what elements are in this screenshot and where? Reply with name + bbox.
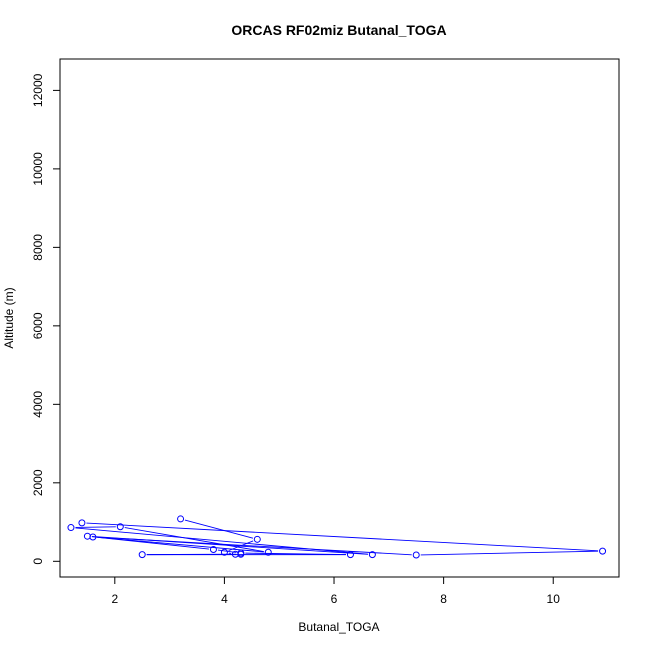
data-point xyxy=(237,549,245,557)
series-segment xyxy=(86,522,599,552)
data-point xyxy=(116,523,124,531)
series-segment xyxy=(245,552,346,556)
series-segment xyxy=(75,526,116,528)
x-tick-label: 8 xyxy=(440,592,447,606)
x-axis-label: Butanal_TOGA xyxy=(298,620,379,634)
x-tick-label: 10 xyxy=(547,592,561,606)
data-point xyxy=(67,524,75,532)
y-tick-label: 0 xyxy=(31,558,45,565)
y-tick-label: 6000 xyxy=(31,312,45,339)
y-tick-label: 12000 xyxy=(31,73,45,107)
plot-frame xyxy=(59,58,620,578)
x-tick-label: 6 xyxy=(331,592,338,606)
x-tick-label: 2 xyxy=(111,592,118,606)
y-tick-label: 10000 xyxy=(31,152,45,186)
data-point xyxy=(412,551,420,559)
data-point xyxy=(346,551,354,559)
data-point xyxy=(138,551,146,559)
data-point xyxy=(220,548,228,556)
series-segment xyxy=(420,550,599,556)
series-segment xyxy=(184,519,254,539)
chart-title: ORCAS RF02miz Butanal_TOGA xyxy=(231,22,446,38)
series-segment xyxy=(97,536,264,553)
x-tick-label: 4 xyxy=(221,592,228,606)
y-tick-label: 4000 xyxy=(31,391,45,418)
series-segment xyxy=(97,536,412,556)
data-point xyxy=(78,519,86,527)
data-point xyxy=(599,547,607,555)
y-tick-label: 2000 xyxy=(31,469,45,496)
data-point xyxy=(89,533,97,541)
y-axis-label: Altitude (m) xyxy=(2,287,16,348)
y-axis: 0 2000 4000 6000 8000 10000 12000 xyxy=(31,73,61,565)
series-segment xyxy=(124,527,264,552)
data-point xyxy=(177,515,185,523)
x-axis: 2 4 6 8 10 xyxy=(111,576,561,606)
data-point xyxy=(209,546,217,554)
series-layer xyxy=(67,515,607,559)
y-tick-label: 8000 xyxy=(31,234,45,261)
data-point xyxy=(253,535,261,543)
data-point xyxy=(368,551,376,559)
data-point xyxy=(264,548,272,556)
